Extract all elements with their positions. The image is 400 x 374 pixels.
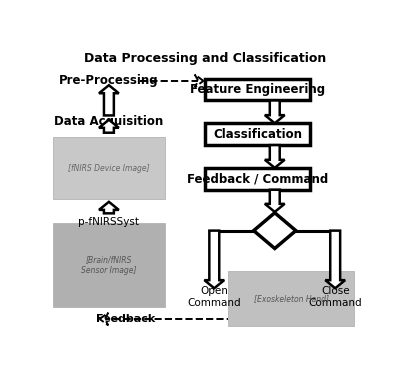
FancyBboxPatch shape bbox=[205, 123, 310, 145]
Text: p-fNIRSSyst: p-fNIRSSyst bbox=[78, 217, 140, 227]
Polygon shape bbox=[325, 231, 345, 288]
Polygon shape bbox=[265, 190, 285, 212]
FancyBboxPatch shape bbox=[53, 223, 165, 307]
FancyBboxPatch shape bbox=[205, 79, 310, 100]
Text: [Brain/fNIRS
Sensor Image]: [Brain/fNIRS Sensor Image] bbox=[81, 255, 137, 275]
Polygon shape bbox=[99, 85, 119, 116]
Polygon shape bbox=[254, 213, 296, 248]
Text: Feedback / Command: Feedback / Command bbox=[187, 172, 328, 185]
Polygon shape bbox=[99, 120, 119, 133]
Text: Classification: Classification bbox=[213, 128, 302, 141]
Polygon shape bbox=[100, 313, 108, 325]
Polygon shape bbox=[99, 202, 119, 213]
Polygon shape bbox=[195, 74, 204, 87]
Polygon shape bbox=[265, 145, 285, 168]
Text: Feedback: Feedback bbox=[96, 314, 156, 324]
Text: Data Processing and Classification: Data Processing and Classification bbox=[84, 52, 326, 65]
Text: [Exoskeleton Hand]: [Exoskeleton Hand] bbox=[254, 294, 329, 303]
Text: Open
Command: Open Command bbox=[188, 286, 241, 308]
Text: Data Acquisition: Data Acquisition bbox=[54, 115, 164, 128]
Polygon shape bbox=[265, 101, 285, 123]
FancyBboxPatch shape bbox=[53, 137, 165, 199]
Text: Feature Engineering: Feature Engineering bbox=[190, 83, 325, 96]
FancyBboxPatch shape bbox=[228, 271, 354, 326]
FancyBboxPatch shape bbox=[205, 168, 310, 190]
Text: [fNIRS Device Image]: [fNIRS Device Image] bbox=[68, 164, 150, 173]
Text: Close
Command: Close Command bbox=[308, 286, 362, 308]
Polygon shape bbox=[204, 231, 224, 288]
Text: Pre-Processing: Pre-Processing bbox=[59, 74, 159, 88]
